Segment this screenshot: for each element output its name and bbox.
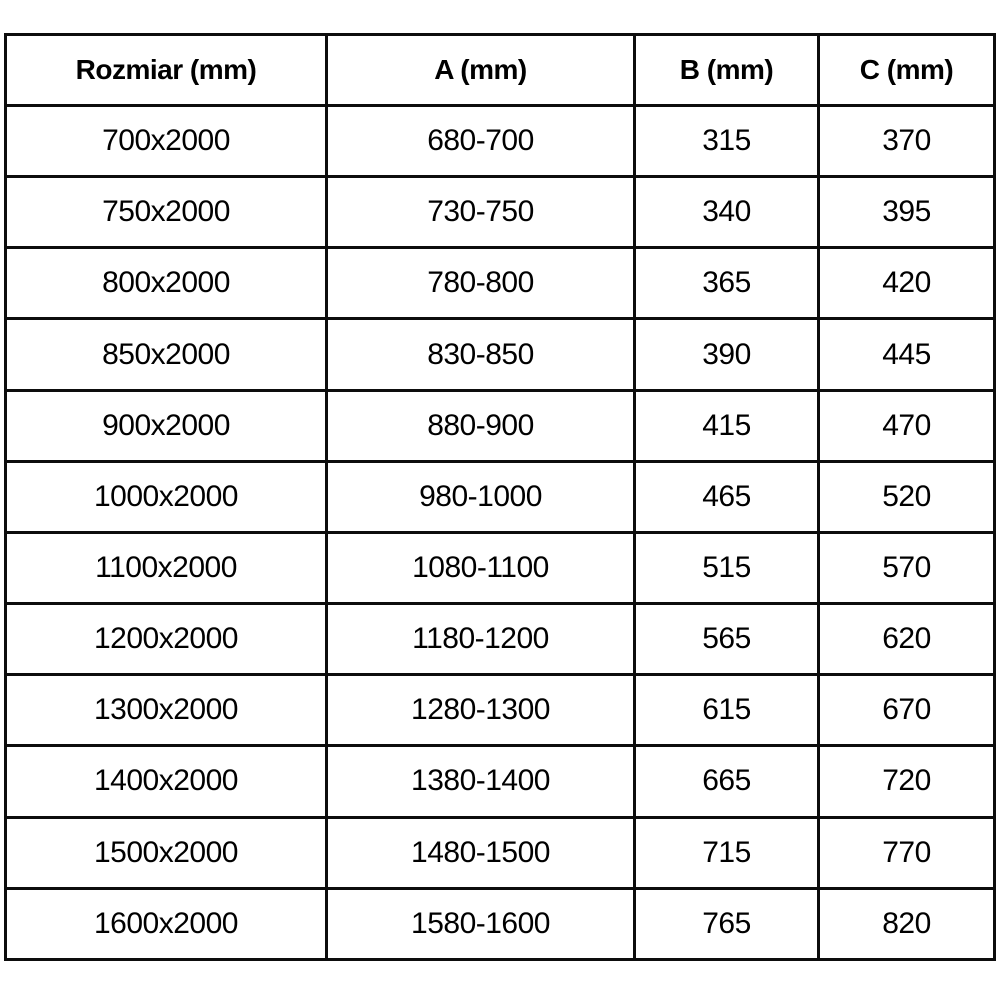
table-row: 1200x2000 1180-1200 565 620 [4,602,996,677]
table-cell: 1200x2000 [4,602,328,677]
table-cell: 1400x2000 [4,744,328,819]
table-cell: 765 [633,886,820,962]
table-row: 1500x2000 1480-1500 715 770 [4,815,996,890]
table-cell: 1380-1400 [325,744,636,819]
table-cell: 420 [817,246,996,321]
table-row: 1600x2000 1580-1600 765 820 [4,886,996,962]
table-row: 1000x2000 980-1000 465 520 [4,459,996,534]
table-cell: 390 [633,317,820,392]
table-cell: 670 [817,673,996,748]
column-header-c: C (mm) [817,33,996,107]
table-cell: 620 [817,602,996,677]
table-row: 1400x2000 1380-1400 665 720 [4,744,996,819]
size-specification-table: Rozmiar (mm) A (mm) B (mm) C (mm) 700x20… [4,33,996,962]
table-cell: 720 [817,744,996,819]
table-cell: 570 [817,530,996,606]
table-cell: 565 [633,602,820,677]
table-cell: 1100x2000 [4,530,328,606]
table-row: 1100x2000 1080-1100 515 570 [4,530,996,606]
table-cell: 365 [633,246,820,321]
table-cell: 700x2000 [4,103,328,179]
table-row: 900x2000 880-900 415 470 [4,388,996,463]
table-cell: 800x2000 [4,246,328,321]
table-cell: 1080-1100 [325,530,636,606]
table-row: 1300x2000 1280-1300 615 670 [4,673,996,748]
column-header-rozmiar: Rozmiar (mm) [4,33,328,107]
table-row: 850x2000 830-850 390 445 [4,317,996,392]
table-cell: 1300x2000 [4,673,328,748]
table-header: Rozmiar (mm) A (mm) B (mm) C (mm) [4,33,996,107]
table-cell: 1000x2000 [4,459,328,534]
table-cell: 1500x2000 [4,815,328,890]
table-cell: 465 [633,459,820,534]
table-cell: 780-800 [325,246,636,321]
table-cell: 900x2000 [4,388,328,463]
table-cell: 1280-1300 [325,673,636,748]
table-row: 800x2000 780-800 365 420 [4,246,996,321]
table-cell: 1600x2000 [4,886,328,962]
table-cell: 615 [633,673,820,748]
table-cell: 730-750 [325,175,636,250]
table-cell: 1480-1500 [325,815,636,890]
table-cell: 680-700 [325,103,636,179]
table-cell: 830-850 [325,317,636,392]
table-cell: 665 [633,744,820,819]
table-cell: 980-1000 [325,459,636,534]
table-cell: 715 [633,815,820,890]
column-header-b: B (mm) [633,33,820,107]
table-cell: 880-900 [325,388,636,463]
table-cell: 520 [817,459,996,534]
table-cell: 770 [817,815,996,890]
table-cell: 395 [817,175,996,250]
table-cell: 1180-1200 [325,602,636,677]
table-cell: 470 [817,388,996,463]
table-cell: 820 [817,886,996,962]
table-cell: 415 [633,388,820,463]
table-cell: 370 [817,103,996,179]
table-header-row: Rozmiar (mm) A (mm) B (mm) C (mm) [4,33,996,107]
table-cell: 850x2000 [4,317,328,392]
table-cell: 445 [817,317,996,392]
table-cell: 315 [633,103,820,179]
table-body: 700x2000 680-700 315 370 750x2000 730-750 340 3… [4,103,996,962]
table-row: 750x2000 730-750 340 395 [4,175,996,250]
table-cell: 750x2000 [4,175,328,250]
column-header-a: A (mm) [325,33,636,107]
table-cell: 340 [633,175,820,250]
table-cell: 515 [633,530,820,606]
table-row: 700x2000 680-700 315 370 [4,103,996,179]
table-cell: 1580-1600 [325,886,636,962]
